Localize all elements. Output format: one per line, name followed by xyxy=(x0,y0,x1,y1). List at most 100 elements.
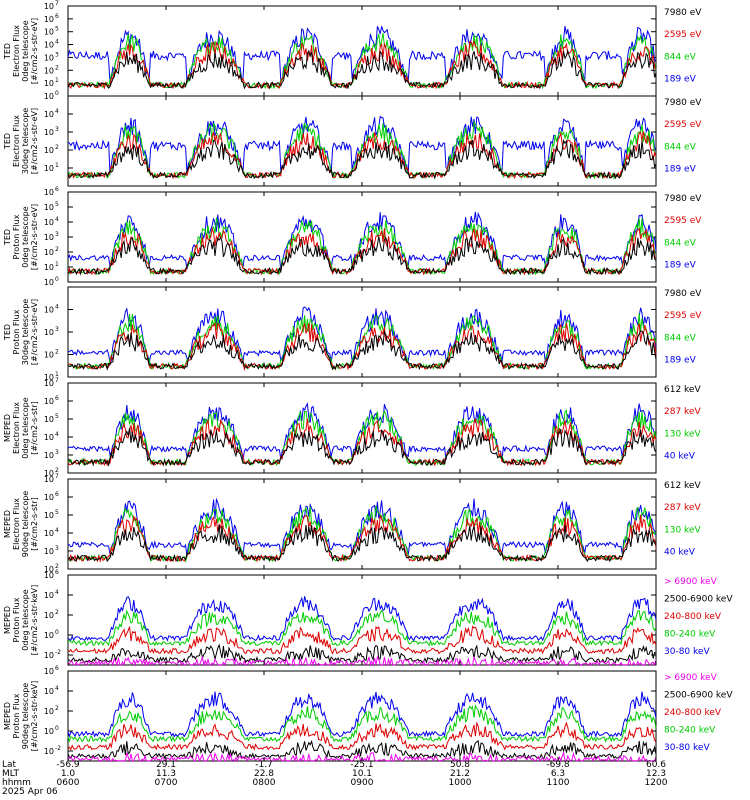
footer-hhmm-value: 1000 xyxy=(449,778,472,788)
y-axis-label-line: 90deg telescope xyxy=(21,683,30,750)
footer-hhmm-value: 0800 xyxy=(253,778,276,788)
y-tick-label: 10 xyxy=(44,373,54,382)
y-axis-label-line: 90deg telescope xyxy=(21,491,30,558)
legend-entry: 240-800 keV xyxy=(664,708,722,718)
y-tick-label: 10 xyxy=(44,218,54,227)
y-axis-label-line: 0deg telescope xyxy=(21,206,30,267)
legend-entry: 80-240 keV xyxy=(664,629,716,639)
y-tick-label: 10 xyxy=(44,511,54,520)
series-trace xyxy=(67,138,657,180)
legend-entry: 844 eV xyxy=(664,52,697,62)
y-tick-label: 10 xyxy=(44,15,54,24)
series-trace xyxy=(67,330,657,371)
legend-entry: 844 eV xyxy=(664,238,697,248)
y-axis-label-line: [#/cm2-s-str] xyxy=(30,497,39,550)
y-axis-label-line: 0deg telescope xyxy=(21,20,30,81)
footer-mlt-value: 22.8 xyxy=(254,769,274,779)
y-tick-exponent: 6 xyxy=(55,186,59,193)
y-tick-exponent: 4 xyxy=(55,39,59,46)
y-axis-label-line: TED xyxy=(3,324,12,341)
series-trace xyxy=(67,226,657,276)
y-tick-label: 10 xyxy=(44,667,54,676)
legend-entry: 844 eV xyxy=(664,142,697,152)
legend-entry: 7980 eV xyxy=(664,289,702,299)
y-tick-exponent: 2 xyxy=(55,144,59,151)
y-tick-exponent: -2 xyxy=(55,649,61,656)
legend-entry: 2500-6900 keV xyxy=(664,690,733,700)
series-trace xyxy=(67,524,657,563)
legend-entry: 130 keV xyxy=(664,429,701,439)
footer-hhmm-value: 1200 xyxy=(645,778,668,788)
y-tick-label: 10 xyxy=(44,651,54,660)
y-tick-exponent: 2 xyxy=(55,705,59,712)
y-tick-exponent: 3 xyxy=(55,449,59,456)
y-axis-label-line: Electron Flux xyxy=(12,25,21,77)
y-tick-exponent: 3 xyxy=(55,231,59,238)
y-tick-exponent: 1 xyxy=(55,261,59,268)
y-axis-label-line: TED xyxy=(3,133,12,150)
footer-mlt-value: 6.3 xyxy=(551,769,565,779)
y-tick-label: 10 xyxy=(44,727,54,736)
y-axis-label-line: [#/cm2-s-str-eV] xyxy=(30,299,39,365)
footer-row-label: Lat xyxy=(2,760,17,770)
y-axis-label-line: [#/cm2-s-str-eV] xyxy=(30,204,39,270)
y-tick-label: 10 xyxy=(44,529,54,538)
y-tick-exponent: 3 xyxy=(55,326,59,333)
footer-lat-value: -56.9 xyxy=(56,760,80,770)
y-tick-exponent: 6 xyxy=(55,13,59,20)
y-tick-label: 10 xyxy=(44,110,54,119)
y-tick-exponent: 0 xyxy=(55,725,59,732)
series-trace xyxy=(67,691,657,739)
y-axis-label-line: 30deg telescope xyxy=(21,299,30,366)
legend-entry: 80-240 keV xyxy=(664,725,716,735)
series-trace xyxy=(67,32,657,90)
y-axis-label-line: [#/cm2-s-str-keV] xyxy=(30,681,39,752)
y-tick-label: 10 xyxy=(44,379,54,388)
y-axis-label-line: MEPED xyxy=(3,510,12,538)
y-tick-exponent: 6 xyxy=(55,569,59,576)
y-tick-label: 10 xyxy=(44,92,54,101)
legend-entry: 612 keV xyxy=(664,385,701,395)
y-tick-label: 10 xyxy=(44,475,54,484)
footer-lat-value: 50.8 xyxy=(450,760,470,770)
y-axis-label-line: MEPED xyxy=(3,414,12,442)
y-tick-label: 10 xyxy=(44,306,54,315)
legend-entry: 2595 eV xyxy=(664,120,702,130)
y-tick-label: 10 xyxy=(44,233,54,242)
y-tick-exponent: 1 xyxy=(55,162,59,169)
y-axis-label-line: TED xyxy=(3,43,12,60)
series-trace xyxy=(67,643,657,664)
legend-entry: > 6900 keV xyxy=(664,673,718,683)
y-tick-label: 10 xyxy=(44,128,54,137)
series-trace xyxy=(67,595,657,642)
legend-entry: 189 eV xyxy=(664,355,697,365)
y-tick-label: 10 xyxy=(44,571,54,580)
y-axis-label-line: TED xyxy=(3,229,12,246)
legend-entry: 40 keV xyxy=(664,451,696,461)
series-trace xyxy=(67,39,657,90)
y-axis-label-line: 30deg telescope xyxy=(21,108,30,175)
y-tick-exponent: -2 xyxy=(55,745,61,752)
series-trace xyxy=(67,609,657,647)
y-tick-label: 10 xyxy=(44,164,54,173)
legend-entry: 844 eV xyxy=(664,333,697,343)
y-tick-label: 10 xyxy=(44,2,54,11)
y-tick-label: 10 xyxy=(44,66,54,75)
series-trace xyxy=(67,313,657,371)
series-trace xyxy=(67,739,657,760)
y-tick-exponent: 1 xyxy=(55,371,59,378)
y-tick-exponent: 0 xyxy=(55,629,59,636)
y-tick-label: 10 xyxy=(44,611,54,620)
footer-hhmm-value: 0700 xyxy=(155,778,178,788)
y-tick-exponent: 4 xyxy=(55,527,59,534)
y-tick-exponent: 4 xyxy=(55,589,59,596)
y-tick-exponent: 2 xyxy=(55,64,59,71)
y-axis-label-line: Proton Flux xyxy=(12,693,21,738)
legend-entry: 287 keV xyxy=(664,407,701,417)
legend-entry: 189 eV xyxy=(664,164,697,174)
y-tick-label: 10 xyxy=(44,79,54,88)
y-tick-exponent: 4 xyxy=(55,685,59,692)
